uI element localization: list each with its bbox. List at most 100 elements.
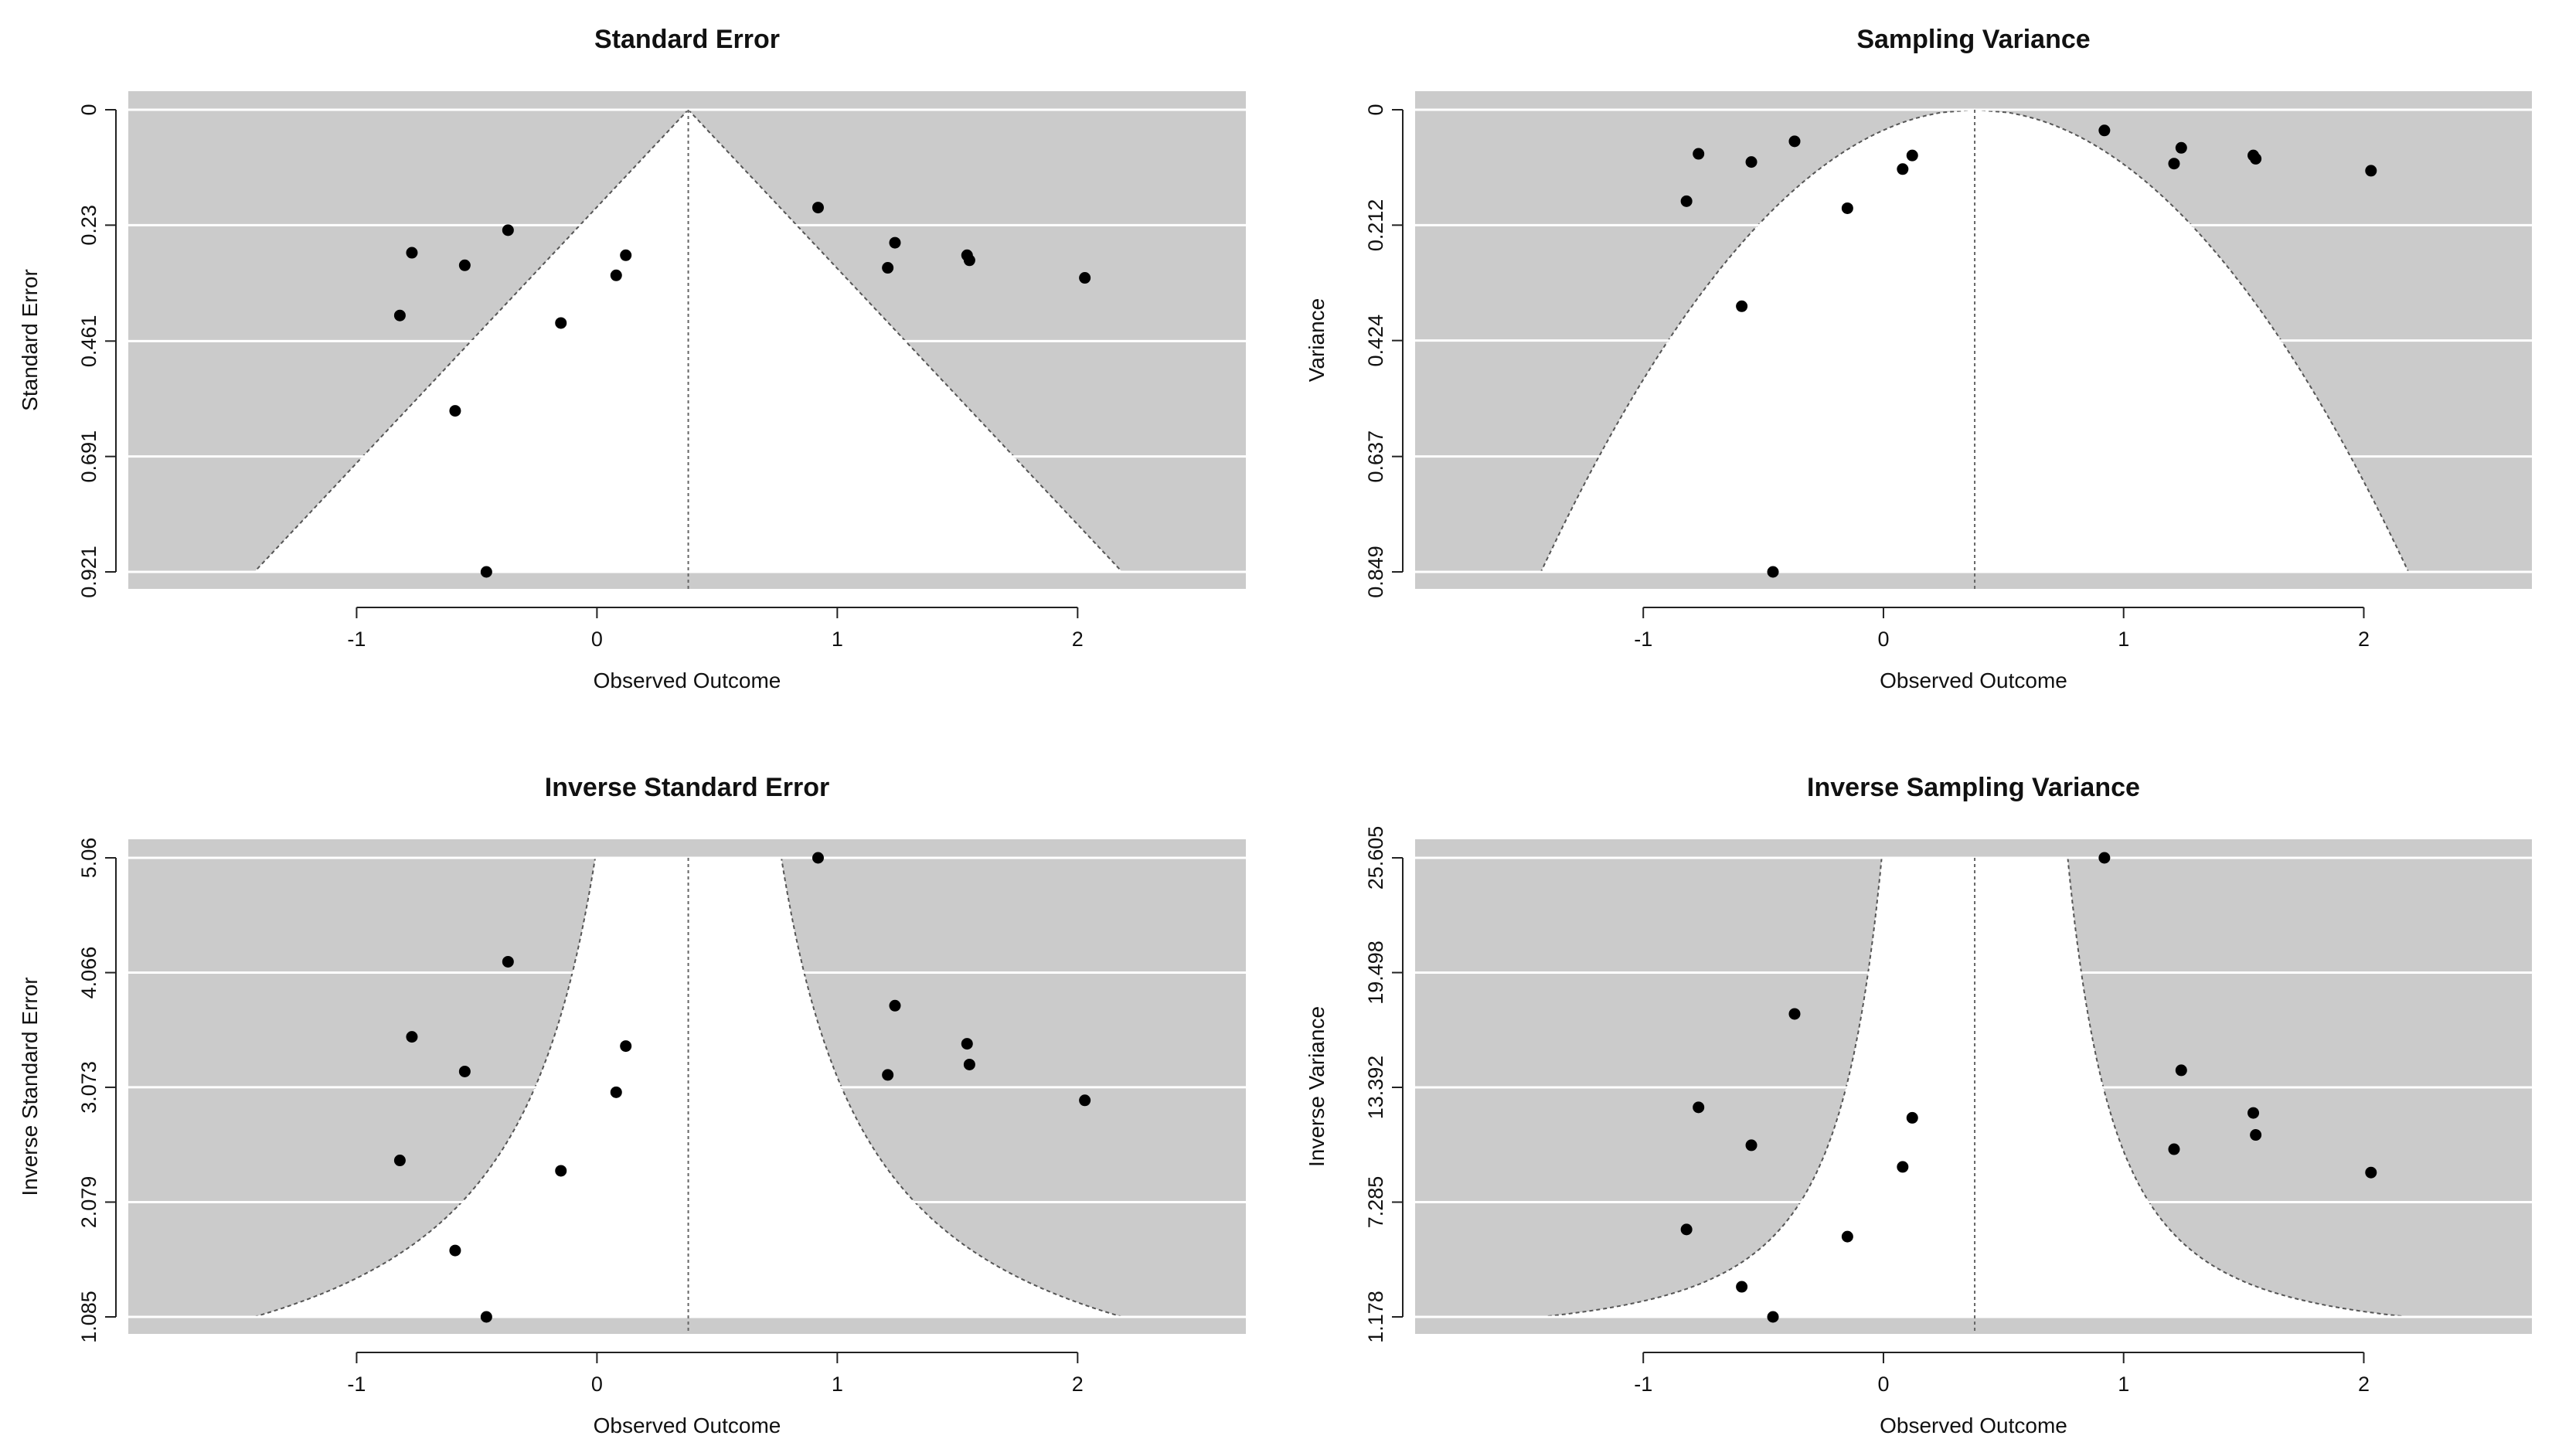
- x-tick-label: 1: [2118, 1373, 2129, 1396]
- data-point: [480, 1311, 492, 1323]
- panel-4: -1 0 1 2 1.178 7.285 13.392 19.498 25.605 Inverse…: [1305, 773, 2532, 1437]
- y-tick-label: 5.06: [77, 838, 100, 879]
- data-point: [449, 405, 461, 417]
- y-axis-label: Standard Error: [18, 269, 42, 411]
- data-point: [1788, 1008, 1801, 1020]
- data-point: [620, 249, 632, 261]
- data-point: [2098, 124, 2111, 137]
- x-tick-label: 0: [591, 628, 603, 651]
- y-tick-label: 13.392: [1364, 1056, 1387, 1120]
- x-tick-label: -1: [347, 1373, 366, 1396]
- data-point: [393, 1155, 406, 1167]
- data-point: [961, 1038, 973, 1050]
- data-point: [2175, 1064, 2187, 1077]
- data-point: [449, 1244, 461, 1257]
- y-tick-label: 0.424: [1364, 315, 1387, 367]
- chart-title: Sampling Variance: [1856, 25, 2090, 54]
- data-point: [1693, 1101, 1705, 1114]
- y-tick-label: 0.691: [77, 430, 100, 483]
- data-point: [1745, 1139, 1757, 1152]
- y-tick-label: 2.079: [77, 1176, 100, 1229]
- data-point: [2365, 165, 2377, 177]
- data-point: [812, 852, 824, 864]
- data-point: [1841, 202, 1853, 214]
- x-tick-label: -1: [1634, 1373, 1652, 1396]
- y-axis-label: Inverse Standard Error: [18, 977, 42, 1196]
- y-tick-label: 19.498: [1364, 941, 1387, 1005]
- x-tick-label: 2: [1072, 1373, 1084, 1396]
- x-axis-label: Observed Outcome: [1880, 668, 2067, 692]
- data-point: [2247, 1107, 2260, 1119]
- data-point: [610, 269, 622, 281]
- data-point: [555, 317, 567, 329]
- data-point: [963, 1058, 975, 1070]
- y-tick-label: 1.178: [1364, 1291, 1387, 1343]
- x-tick-label: 2: [1072, 628, 1084, 651]
- data-point: [458, 259, 471, 271]
- y-tick-label: 0: [1364, 104, 1387, 115]
- data-point: [2168, 158, 2180, 170]
- panel-1: -1 0 1 2 0 0.23 0.461 0.691 0.921 Standard Error O…: [18, 25, 1246, 692]
- data-point: [1736, 300, 1748, 312]
- x-tick-label: 1: [832, 628, 843, 651]
- data-point: [2098, 852, 2111, 864]
- data-point: [502, 955, 514, 968]
- y-tick-label: 25.605: [1364, 826, 1387, 890]
- funnel-boundary-right: [687, 109, 1123, 573]
- data-point: [1767, 1311, 1779, 1323]
- panel-2: -1 0 1 2 0 0.212 0.424 0.637 0.849 Sampling Varia…: [1305, 25, 2532, 692]
- data-point: [1788, 135, 1801, 148]
- x-tick-label: 1: [832, 1373, 843, 1396]
- data-point: [1736, 1281, 1748, 1293]
- y-tick-label: 7.285: [1364, 1176, 1387, 1229]
- y-tick-label: 0.212: [1364, 199, 1387, 252]
- y-tick-label: 0.849: [1364, 546, 1387, 598]
- y-tick-label: 0.23: [77, 205, 100, 246]
- chart-title: Inverse Standard Error: [545, 773, 829, 802]
- data-point: [882, 1069, 894, 1081]
- x-axis-label: Observed Outcome: [594, 668, 781, 692]
- data-point: [2250, 1129, 2262, 1141]
- x-tick-label: 2: [2358, 628, 2370, 651]
- y-axis-label: Inverse Variance: [1305, 1006, 1329, 1167]
- data-point: [1079, 1094, 1091, 1107]
- data-point: [882, 262, 894, 274]
- data-point: [1897, 163, 1909, 175]
- data-point: [1906, 1111, 1918, 1124]
- x-tick-label: -1: [347, 628, 366, 651]
- data-point: [812, 202, 824, 214]
- y-tick-label: 1.085: [77, 1291, 100, 1343]
- data-point: [610, 1086, 622, 1098]
- y-tick-label: 0: [77, 104, 100, 115]
- data-point: [2365, 1166, 2377, 1179]
- y-tick-label: 4.066: [77, 947, 100, 999]
- data-point: [1079, 272, 1091, 284]
- data-point: [2175, 141, 2187, 154]
- data-point: [2250, 152, 2262, 165]
- x-tick-label: 1: [2118, 628, 2129, 651]
- data-point: [889, 236, 901, 249]
- data-point: [1693, 148, 1705, 160]
- data-point: [1680, 1223, 1693, 1236]
- y-tick-label: 3.073: [77, 1061, 100, 1114]
- x-tick-label: -1: [1634, 628, 1652, 651]
- data-point: [1745, 156, 1757, 168]
- x-tick-label: 0: [1877, 628, 1889, 651]
- data-point: [1897, 1161, 1909, 1173]
- x-tick-label: 0: [1877, 1373, 1889, 1396]
- x-axis-label: Observed Outcome: [1880, 1413, 2067, 1437]
- y-tick-label: 0.921: [77, 546, 100, 598]
- y-tick-label: 0.637: [1364, 430, 1387, 483]
- x-tick-label: 2: [2358, 1373, 2370, 1396]
- chart-title: Standard Error: [594, 25, 780, 54]
- data-point: [963, 254, 975, 267]
- y-axis-label: Variance: [1305, 298, 1329, 382]
- y-tick-label: 0.461: [77, 315, 100, 368]
- data-point: [2168, 1143, 2180, 1155]
- panel-3: -1 0 1 2 1.085 2.079 3.073 4.066 5.06 Inverse Sta…: [18, 773, 1246, 1437]
- data-point: [458, 1065, 471, 1077]
- data-point: [480, 566, 492, 578]
- data-point: [393, 309, 406, 321]
- data-point: [1906, 149, 1918, 162]
